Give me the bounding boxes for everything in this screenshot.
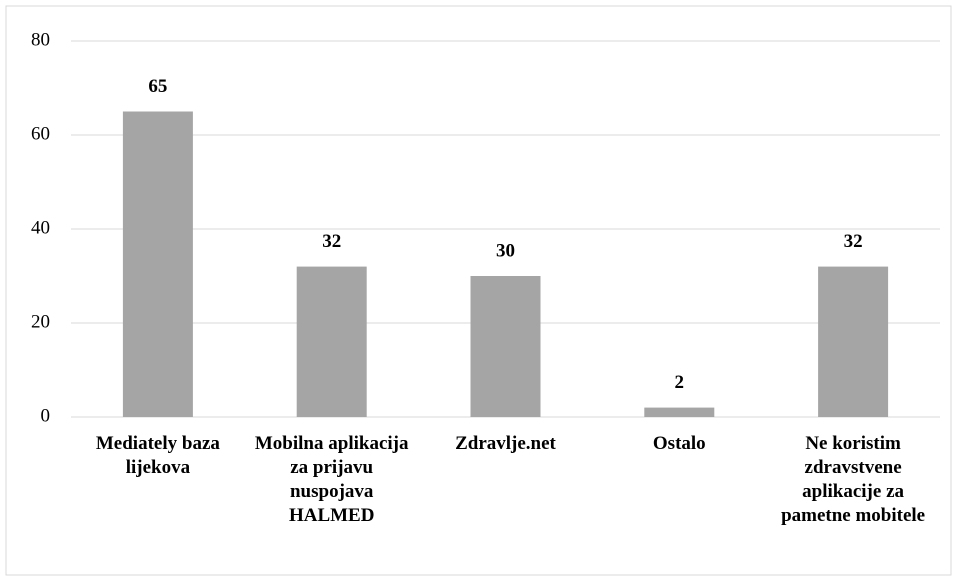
chart-border (5, 5, 952, 576)
data-label: 32 (322, 231, 341, 252)
bar (644, 407, 715, 417)
y-tick-label: 0 (41, 405, 51, 426)
y-tick-label: 20 (31, 311, 50, 332)
x-tick-label: Mediately baza lijekova (95, 433, 220, 478)
y-tick-label: 40 (31, 217, 50, 238)
data-label: 32 (844, 231, 863, 252)
data-label: 30 (496, 240, 515, 261)
bar (122, 111, 193, 417)
y-tick-label: 80 (31, 29, 50, 50)
x-tick-label: Ostalo (652, 433, 706, 454)
bar (470, 276, 541, 417)
data-label: 2 (675, 372, 685, 393)
x-tick-label: Zdravlje.net (455, 433, 556, 454)
bar (296, 266, 367, 417)
x-tick-label: Ne koristim zdravstvene aplikacije za pa… (781, 433, 926, 526)
bar (818, 266, 889, 417)
data-label: 65 (148, 76, 167, 97)
x-tick-label: Mobilna aplikacija za prijavu nuspojava … (254, 433, 409, 526)
y-tick-label: 60 (31, 123, 50, 144)
